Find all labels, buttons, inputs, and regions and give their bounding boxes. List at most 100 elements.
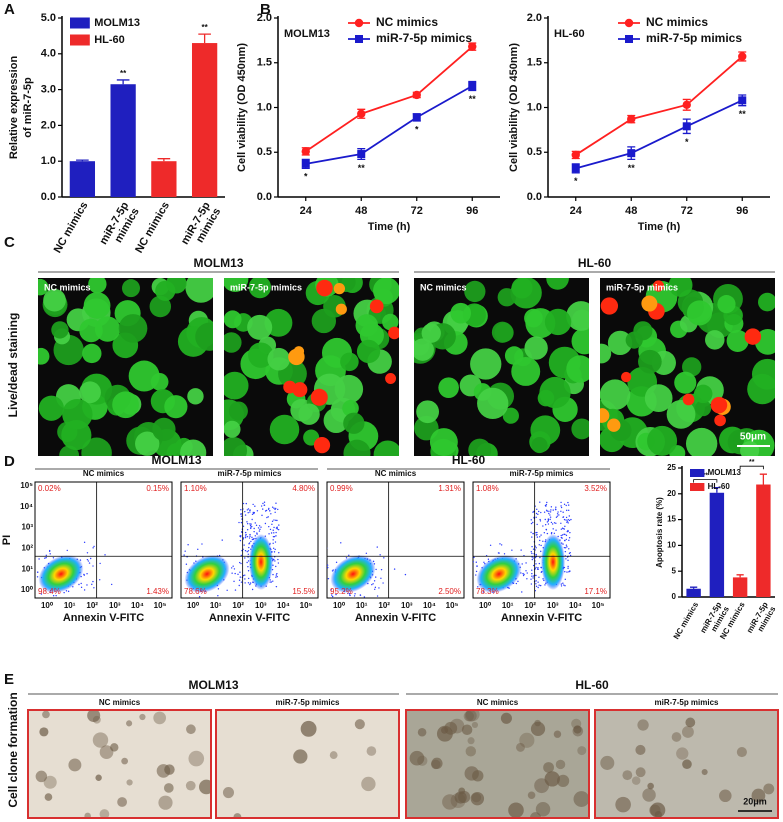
event	[110, 583, 113, 586]
event	[566, 530, 568, 533]
flow-x-tick-label: 10⁵	[592, 601, 605, 610]
event	[268, 525, 270, 528]
image-label: NC mimics	[477, 698, 519, 707]
cell	[511, 357, 541, 386]
event	[543, 532, 546, 534]
flow-y-tick-label: 10¹	[21, 564, 33, 573]
y-tick-label: 0.0	[527, 191, 542, 203]
x-axis-label: Time (h)	[368, 221, 411, 233]
cell	[666, 399, 696, 429]
event	[240, 554, 243, 557]
colony	[431, 757, 443, 769]
line	[575, 55, 743, 156]
cell	[62, 398, 93, 430]
event	[536, 523, 538, 526]
cell	[497, 288, 516, 307]
bar	[686, 588, 701, 597]
event	[470, 563, 471, 564]
event	[276, 519, 278, 522]
event	[548, 510, 550, 512]
event	[86, 584, 88, 586]
event	[277, 528, 280, 531]
event	[272, 536, 275, 538]
event	[275, 531, 277, 534]
colony	[573, 725, 582, 734]
colony	[361, 776, 376, 792]
colony	[642, 788, 656, 802]
event	[80, 582, 82, 585]
event	[375, 568, 377, 571]
event	[276, 575, 278, 578]
event	[257, 527, 260, 529]
event	[335, 561, 338, 564]
event	[327, 547, 328, 549]
side-label: Cell clone formation	[6, 692, 20, 807]
event	[546, 501, 548, 504]
event	[63, 591, 65, 594]
event	[535, 547, 537, 549]
event	[274, 560, 276, 562]
quadrant-percent: 95.2%	[330, 587, 353, 596]
cells	[600, 278, 775, 456]
cell	[228, 401, 248, 421]
event	[197, 548, 199, 551]
colony	[417, 727, 427, 737]
event	[242, 502, 245, 505]
marker	[571, 164, 580, 173]
event	[221, 539, 223, 541]
event	[18, 573, 19, 574]
error-bar	[116, 79, 130, 85]
error-bar	[713, 486, 721, 493]
flow-x-tick-label: 10³	[255, 601, 267, 610]
error-bar	[198, 33, 211, 44]
event	[253, 530, 255, 533]
cell	[450, 302, 472, 324]
cell	[726, 329, 749, 352]
cell	[524, 308, 543, 328]
x-axis-label: Time (h)	[638, 221, 681, 233]
image-border	[594, 709, 779, 819]
event	[532, 564, 535, 567]
event	[564, 539, 566, 542]
cell	[248, 342, 274, 368]
dead-cell	[283, 380, 297, 394]
event	[240, 581, 243, 583]
event	[565, 558, 567, 560]
flow-x-tick-label: 10³	[109, 601, 121, 610]
event	[88, 562, 91, 564]
flow-y-tick-label: 10⁵	[20, 481, 33, 490]
y-tick-label: 10	[667, 541, 676, 550]
event	[262, 502, 264, 505]
colony	[185, 780, 196, 791]
event	[255, 524, 258, 527]
event	[376, 595, 379, 597]
event	[78, 583, 80, 586]
colony	[516, 742, 525, 752]
event	[566, 571, 568, 573]
event	[551, 523, 554, 525]
event	[487, 558, 490, 560]
event	[275, 527, 278, 529]
event	[536, 508, 538, 511]
event	[99, 562, 101, 565]
x-tick-label: miR-7-5pmimics	[745, 600, 778, 639]
event	[273, 532, 275, 534]
event	[546, 521, 549, 523]
event	[470, 571, 471, 572]
flow-x-tick-label: 10⁵	[446, 601, 459, 610]
quadrant-percent: 1.31%	[438, 484, 461, 493]
event	[535, 516, 537, 518]
cell	[717, 295, 736, 314]
colony	[577, 746, 587, 756]
event	[543, 511, 546, 513]
flow-x-tick-label: 10¹	[502, 601, 514, 610]
flow-x-tick-label: 10¹	[356, 601, 368, 610]
colony	[555, 759, 566, 770]
quadrant-percent: 17.1%	[584, 587, 607, 596]
event	[540, 534, 542, 536]
colony	[99, 809, 110, 818]
event	[86, 552, 89, 554]
event	[248, 537, 251, 539]
marker	[301, 159, 310, 168]
event	[347, 592, 349, 595]
